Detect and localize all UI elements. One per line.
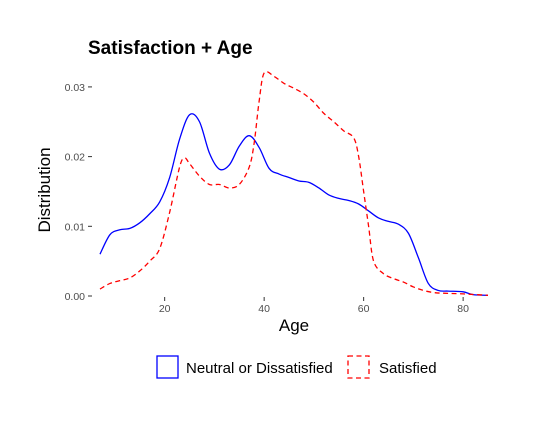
plot-area bbox=[99, 70, 489, 296]
x-tick-label: 80 bbox=[457, 303, 469, 315]
y-tick-label: 0.03 bbox=[65, 82, 86, 94]
series-line-neutral-or-dissatisfied bbox=[99, 113, 489, 296]
x-tick-label: 60 bbox=[358, 303, 370, 315]
x-tick-label: 20 bbox=[159, 303, 171, 315]
legend-label: Satisfied bbox=[379, 360, 437, 377]
x-axis-title: Age bbox=[279, 316, 309, 335]
y-tick-label: 0.01 bbox=[65, 221, 86, 233]
legend-key bbox=[347, 355, 370, 379]
chart-title: Satisfaction + Age bbox=[88, 38, 253, 59]
y-axis: 0.00 0.01 0.02 0.03 bbox=[65, 82, 92, 303]
y-tick-label: 0.02 bbox=[65, 152, 86, 164]
x-axis: 20 40 60 80 bbox=[159, 297, 469, 315]
legend: Neutral or Dissatisfied Satisfied bbox=[156, 355, 437, 379]
series-line-satisfied bbox=[99, 70, 489, 296]
y-tick-label: 0.00 bbox=[65, 291, 86, 303]
legend-label: Neutral or Dissatisfied bbox=[186, 360, 333, 377]
x-tick-label: 40 bbox=[258, 303, 270, 315]
legend-key bbox=[156, 355, 179, 379]
y-axis-title: Distribution bbox=[35, 147, 54, 232]
